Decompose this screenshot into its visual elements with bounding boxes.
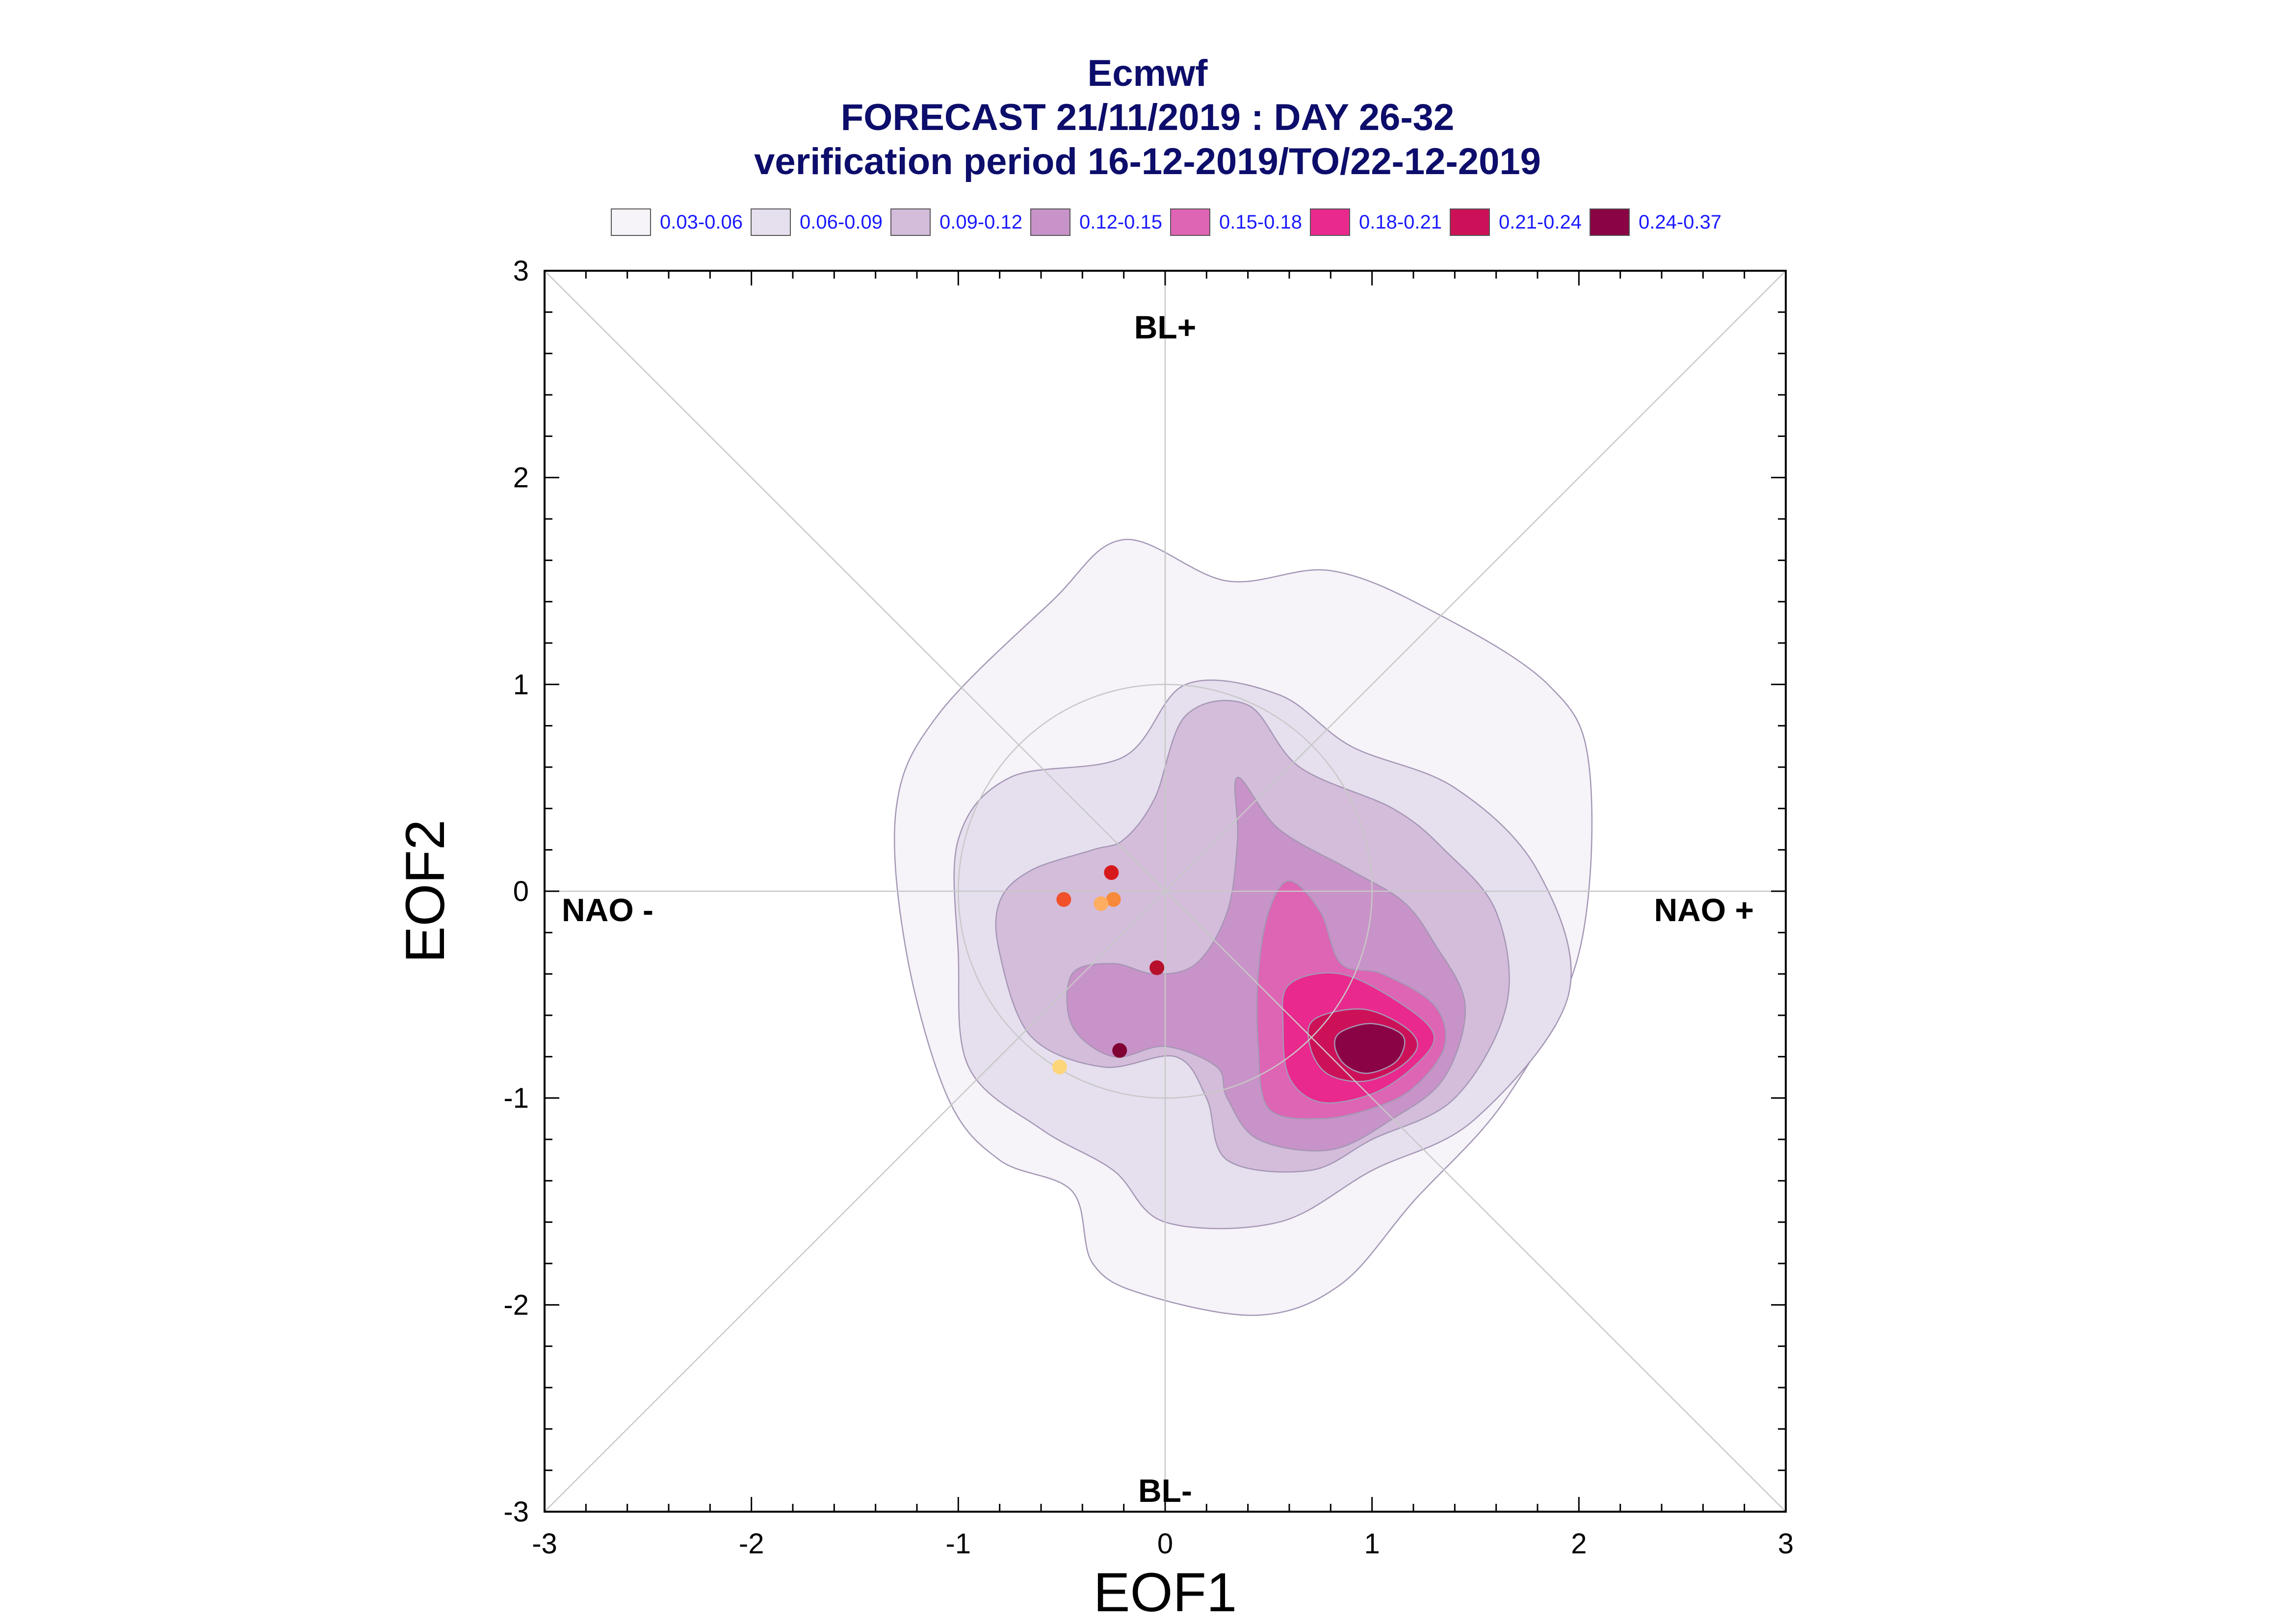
legend-swatch — [1310, 208, 1350, 236]
legend-label: 0.09-0.12 — [939, 211, 1023, 233]
legend-swatch — [890, 208, 931, 236]
data-point — [1056, 892, 1071, 907]
legend-label: 0.06-0.09 — [800, 211, 883, 233]
legend-swatch — [1030, 208, 1070, 236]
legend-swatch — [611, 208, 651, 236]
legend-label: 0.12-0.15 — [1079, 211, 1163, 233]
y-tick-label: -1 — [503, 1083, 529, 1114]
data-point — [1094, 896, 1109, 911]
x-tick-label: 2 — [1571, 1528, 1587, 1560]
x-axis-label: EOF1 — [1094, 1562, 1237, 1623]
chart-subtitle-verification: verification period 16-12-2019/TO/22-12-… — [754, 141, 1541, 182]
legend-label: 0.21-0.24 — [1499, 211, 1582, 233]
legend-swatch — [1590, 208, 1630, 236]
legend-label: 0.24-0.37 — [1639, 211, 1722, 233]
legend-swatch — [751, 208, 791, 236]
x-tick-label: -2 — [739, 1528, 764, 1560]
regime-label-nao-plus: NAO + — [1654, 892, 1754, 928]
regime-label-bl-minus: BL- — [1138, 1472, 1192, 1509]
chart-title: Ecmwf — [1087, 52, 1208, 94]
x-tick-label: 3 — [1778, 1528, 1794, 1560]
y-tick-label: 2 — [513, 462, 529, 494]
x-tick-label: -3 — [532, 1528, 557, 1560]
regime-label-bl-plus: BL+ — [1134, 309, 1197, 345]
data-point — [1052, 1059, 1067, 1075]
legend-label: 0.03-0.06 — [660, 211, 743, 233]
y-tick-label: -2 — [503, 1289, 529, 1321]
y-tick-label: 0 — [513, 876, 529, 907]
y-tick-label: -3 — [503, 1496, 529, 1528]
unit-circle — [958, 684, 1373, 1099]
chart-title-block: Ecmwf FORECAST 21/11/2019 : DAY 26-32 ve… — [0, 52, 2295, 184]
x-tick-label: 0 — [1157, 1528, 1173, 1560]
legend-swatch — [1450, 208, 1490, 236]
chart-subtitle-forecast: FORECAST 21/11/2019 : DAY 26-32 — [840, 97, 1455, 138]
axis-ticks — [544, 270, 1787, 1513]
data-point — [1149, 960, 1165, 976]
legend-label: 0.18-0.21 — [1359, 211, 1442, 233]
axis-labels: -3 -2 -1 0 1 2 3 3 2 1 0 -1 -2 -3 EOF1 EOF2 BL+ BL- NAO - N… — [394, 255, 1794, 1623]
density-contour — [1334, 1023, 1406, 1074]
legend-swatch — [1170, 208, 1210, 236]
ensemble-points — [1052, 865, 1165, 1075]
legend-label: 0.15-0.18 — [1219, 211, 1303, 233]
data-point — [1104, 865, 1119, 880]
data-point — [1112, 1043, 1127, 1058]
data-point — [1106, 892, 1121, 907]
density-contours — [893, 539, 1593, 1316]
x-tick-label: -1 — [946, 1528, 971, 1560]
x-tick-label: 1 — [1364, 1528, 1380, 1560]
y-tick-label: 1 — [513, 669, 529, 700]
y-tick-label: 3 — [513, 255, 529, 287]
regime-label-nao-minus: NAO - — [562, 892, 653, 928]
y-axis-label: EOF2 — [394, 820, 456, 963]
reference-lines — [544, 270, 1786, 1512]
